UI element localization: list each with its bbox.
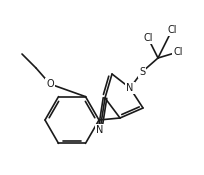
Text: O: O <box>46 79 54 89</box>
Text: N: N <box>96 125 104 135</box>
Text: N: N <box>126 83 134 93</box>
Text: Cl: Cl <box>173 47 183 57</box>
Text: Cl: Cl <box>167 25 177 35</box>
Text: S: S <box>139 67 145 77</box>
Text: Cl: Cl <box>143 33 153 43</box>
